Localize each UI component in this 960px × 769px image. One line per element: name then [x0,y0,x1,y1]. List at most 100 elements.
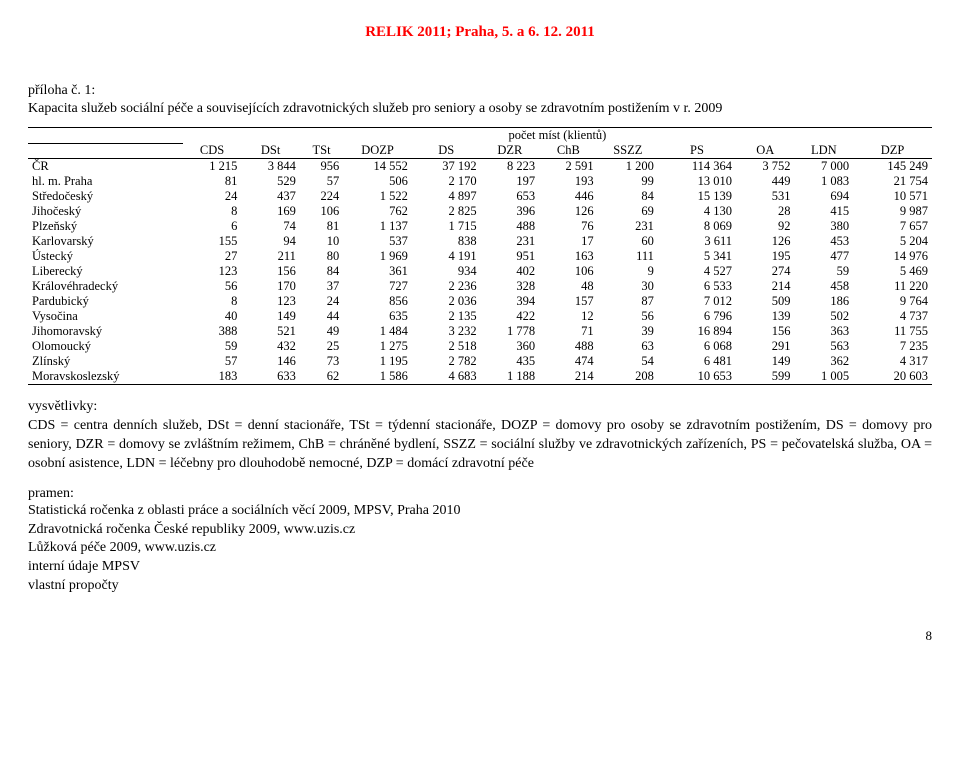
cell: 59 [183,339,242,354]
row-label: Moravskoslezský [28,369,183,385]
cell: 529 [241,174,300,189]
cell: 169 [241,204,300,219]
cell: 521 [241,324,300,339]
table-row: ČR1 2153 84495614 55237 1928 2232 5911 2… [28,159,932,175]
page-number: 8 [28,628,932,644]
cell: 224 [300,189,343,204]
col-header: LDN [795,143,854,159]
cell: 84 [300,264,343,279]
cell: 44 [300,309,343,324]
cell: 73 [300,354,343,369]
cell: 8 [183,294,242,309]
cell: 762 [343,204,412,219]
cell: 599 [736,369,795,385]
row-label: ČR [28,159,183,175]
cell: 488 [539,339,598,354]
cell: 60 [598,234,658,249]
cell: 2 036 [412,294,481,309]
cell: 453 [795,234,854,249]
cell: 16 894 [658,324,736,339]
cell: 4 683 [412,369,481,385]
col-header: CDS [183,143,242,159]
cell: 15 139 [658,189,736,204]
cell: 145 249 [853,159,932,175]
cell: 170 [241,279,300,294]
cell: 633 [241,369,300,385]
cell: 4 130 [658,204,736,219]
cell: 81 [300,219,343,234]
table-row: Jihomoravský388521491 4843 2321 77871391… [28,324,932,339]
cell: 20 603 [853,369,932,385]
cell: 362 [795,354,854,369]
cell: 14 976 [853,249,932,264]
cell: 2 236 [412,279,481,294]
legend-title: vysvětlivky: [28,399,932,415]
cell: 449 [736,174,795,189]
cell: 363 [795,324,854,339]
table-row: Vysočina40149446352 13542212566 79613950… [28,309,932,324]
cell: 415 [795,204,854,219]
cell: 1 275 [343,339,412,354]
row-label: Plzeňský [28,219,183,234]
cell: 1 083 [795,174,854,189]
cell: 537 [343,234,412,249]
cell: 6 068 [658,339,736,354]
cell: 27 [183,249,242,264]
row-label: Ústecký [28,249,183,264]
table-column-headers: CDS DSt TSt DOZP DS DZR ChB SSZZ PS OA L… [28,143,932,159]
cell: 80 [300,249,343,264]
row-label: Jihočeský [28,204,183,219]
cell: 24 [183,189,242,204]
cell: 422 [481,309,540,324]
row-label: Pardubický [28,294,183,309]
cell: 54 [598,354,658,369]
table-row: Plzeňský674811 1371 715488762318 0699238… [28,219,932,234]
cell: 9 987 [853,204,932,219]
cell: 4 191 [412,249,481,264]
cell: 856 [343,294,412,309]
cell: 39 [598,324,658,339]
cell: 956 [300,159,343,175]
table-super-header: počet míst (klientů) [183,128,932,144]
cell: 1 195 [343,354,412,369]
cell: 74 [241,219,300,234]
row-label: Královéhradecký [28,279,183,294]
cell: 531 [736,189,795,204]
cell: 838 [412,234,481,249]
cell: 474 [539,354,598,369]
cell: 446 [539,189,598,204]
cell: 10 [300,234,343,249]
row-label: Vysočina [28,309,183,324]
table-row: Liberecký1231568436193440210694 52727459… [28,264,932,279]
cell: 59 [795,264,854,279]
cell: 5 469 [853,264,932,279]
cell: 2 135 [412,309,481,324]
table-row: Olomoucký59432251 2752 518360488636 0682… [28,339,932,354]
cell: 48 [539,279,598,294]
col-header: DZP [853,143,932,159]
cell: 1 200 [598,159,658,175]
cell: 3 844 [241,159,300,175]
cell: 360 [481,339,540,354]
cell: 2 591 [539,159,598,175]
cell: 92 [736,219,795,234]
row-label: Olomoucký [28,339,183,354]
cell: 57 [183,354,242,369]
cell: 28 [736,204,795,219]
col-header: ChB [539,143,598,159]
cell: 7 000 [795,159,854,175]
cell: 146 [241,354,300,369]
cell: 1 778 [481,324,540,339]
cell: 231 [481,234,540,249]
cell: 396 [481,204,540,219]
cell: 106 [300,204,343,219]
cell: 361 [343,264,412,279]
cell: 4 737 [853,309,932,324]
source-line: Statistická ročenka z oblasti práce a so… [28,502,932,521]
row-label: Karlovarský [28,234,183,249]
cell: 84 [598,189,658,204]
col-header: DOZP [343,143,412,159]
cell: 291 [736,339,795,354]
cell: 1 484 [343,324,412,339]
cell: 139 [736,309,795,324]
